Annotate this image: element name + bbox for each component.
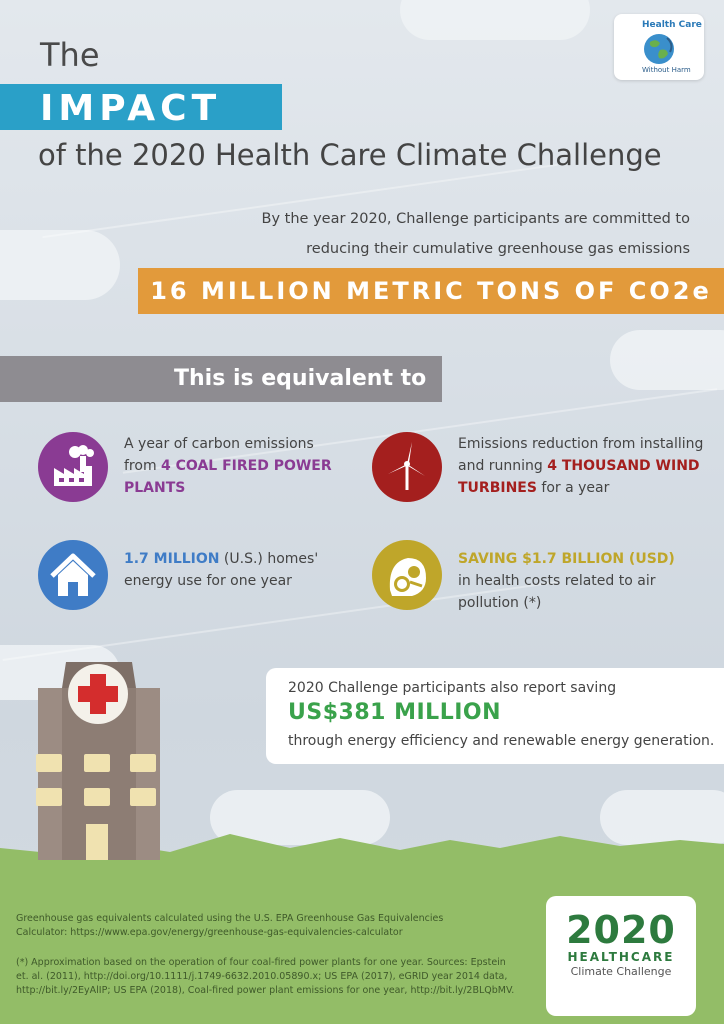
cloud (400, 0, 590, 40)
hcwh-logo-bottom: Without Harm (642, 66, 691, 74)
wind-highlight-2: TURBINES (458, 480, 537, 496)
cloud (0, 230, 120, 300)
coal-line-1: A year of carbon emissions (124, 436, 314, 452)
coal-highlight-2: PLANTS (124, 480, 186, 496)
commitment-line-1: By the year 2020, Challenge participants… (261, 211, 690, 227)
coal-line-2: from (124, 458, 162, 474)
factory-icon (38, 432, 108, 502)
wind-line-3: for a year (536, 480, 610, 496)
homes-highlight: 1.7 MILLION (124, 551, 220, 567)
wind-line-1: Emissions reduction from installing (458, 436, 704, 452)
hcwh-logo-top: Health Care (642, 20, 702, 30)
health-line-3: pollution (*) (458, 595, 542, 611)
cloud (210, 790, 390, 845)
wind-turbine-icon (372, 432, 442, 502)
homes-line-2: energy use for one year (124, 573, 292, 589)
globe-icon (644, 34, 674, 64)
co2-banner (138, 268, 724, 314)
co2-amount: 16 MILLION METRIC TONS OF CO2e (150, 277, 712, 305)
impact-banner (0, 84, 282, 130)
savings-trail: through energy efficiency and renewable … (288, 733, 715, 749)
health-item-text: SAVING $1.7 BILLION (USD) in health cost… (458, 548, 718, 614)
title-impact: IMPACT (40, 88, 222, 129)
wind-highlight: 4 THOUSAND WIND (547, 458, 700, 474)
savings-lead: 2020 Challenge participants also report … (288, 680, 617, 696)
footnote-sources: (*) Approximation based on the operation… (16, 957, 515, 996)
equivalent-banner (0, 356, 442, 402)
health-highlight: SAVING $1.7 BILLION (USD) (458, 551, 675, 567)
wind-line-2: and running (458, 458, 548, 474)
challenge-logo[interactable]: 2020 HEALTHCARE Climate Challenge (546, 896, 696, 1016)
gas-mask-icon (372, 540, 442, 610)
wind-item-text: Emissions reduction from installing and … (458, 433, 718, 499)
footnote-calculator: Greenhouse gas equivalents calculated us… (16, 913, 444, 938)
challenge-logo-line-1: HEALTHCARE (567, 950, 675, 964)
title-line-3: of the 2020 Health Care Climate Challeng… (38, 138, 662, 172)
homes-item-text: 1.7 MILLION (U.S.) homes' energy use for… (124, 548, 344, 592)
cloud (610, 330, 724, 390)
hcwh-logo[interactable]: Health Care Without Harm (614, 14, 704, 80)
hospital-icon (36, 662, 160, 860)
challenge-logo-line-2: Climate Challenge (570, 965, 672, 978)
coal-item-text: A year of carbon emissions from 4 COAL F… (124, 433, 344, 499)
homes-line-1: (U.S.) homes' (219, 551, 319, 567)
savings-amount: US$381 MILLION (288, 700, 502, 725)
cloud (600, 790, 724, 845)
equivalent-heading: This is equivalent to (174, 366, 427, 391)
challenge-logo-year: 2020 (566, 908, 676, 952)
health-line-2: in health costs related to air (458, 573, 656, 589)
house-icon (38, 540, 108, 610)
savings-box (266, 668, 724, 764)
commitment-line-2: reducing their cumulative greenhouse gas… (306, 241, 690, 257)
coal-highlight: 4 COAL FIRED POWER (161, 458, 332, 474)
title-line-1: The (40, 36, 100, 74)
commitment-text: By the year 2020, Challenge participants… (210, 204, 690, 264)
